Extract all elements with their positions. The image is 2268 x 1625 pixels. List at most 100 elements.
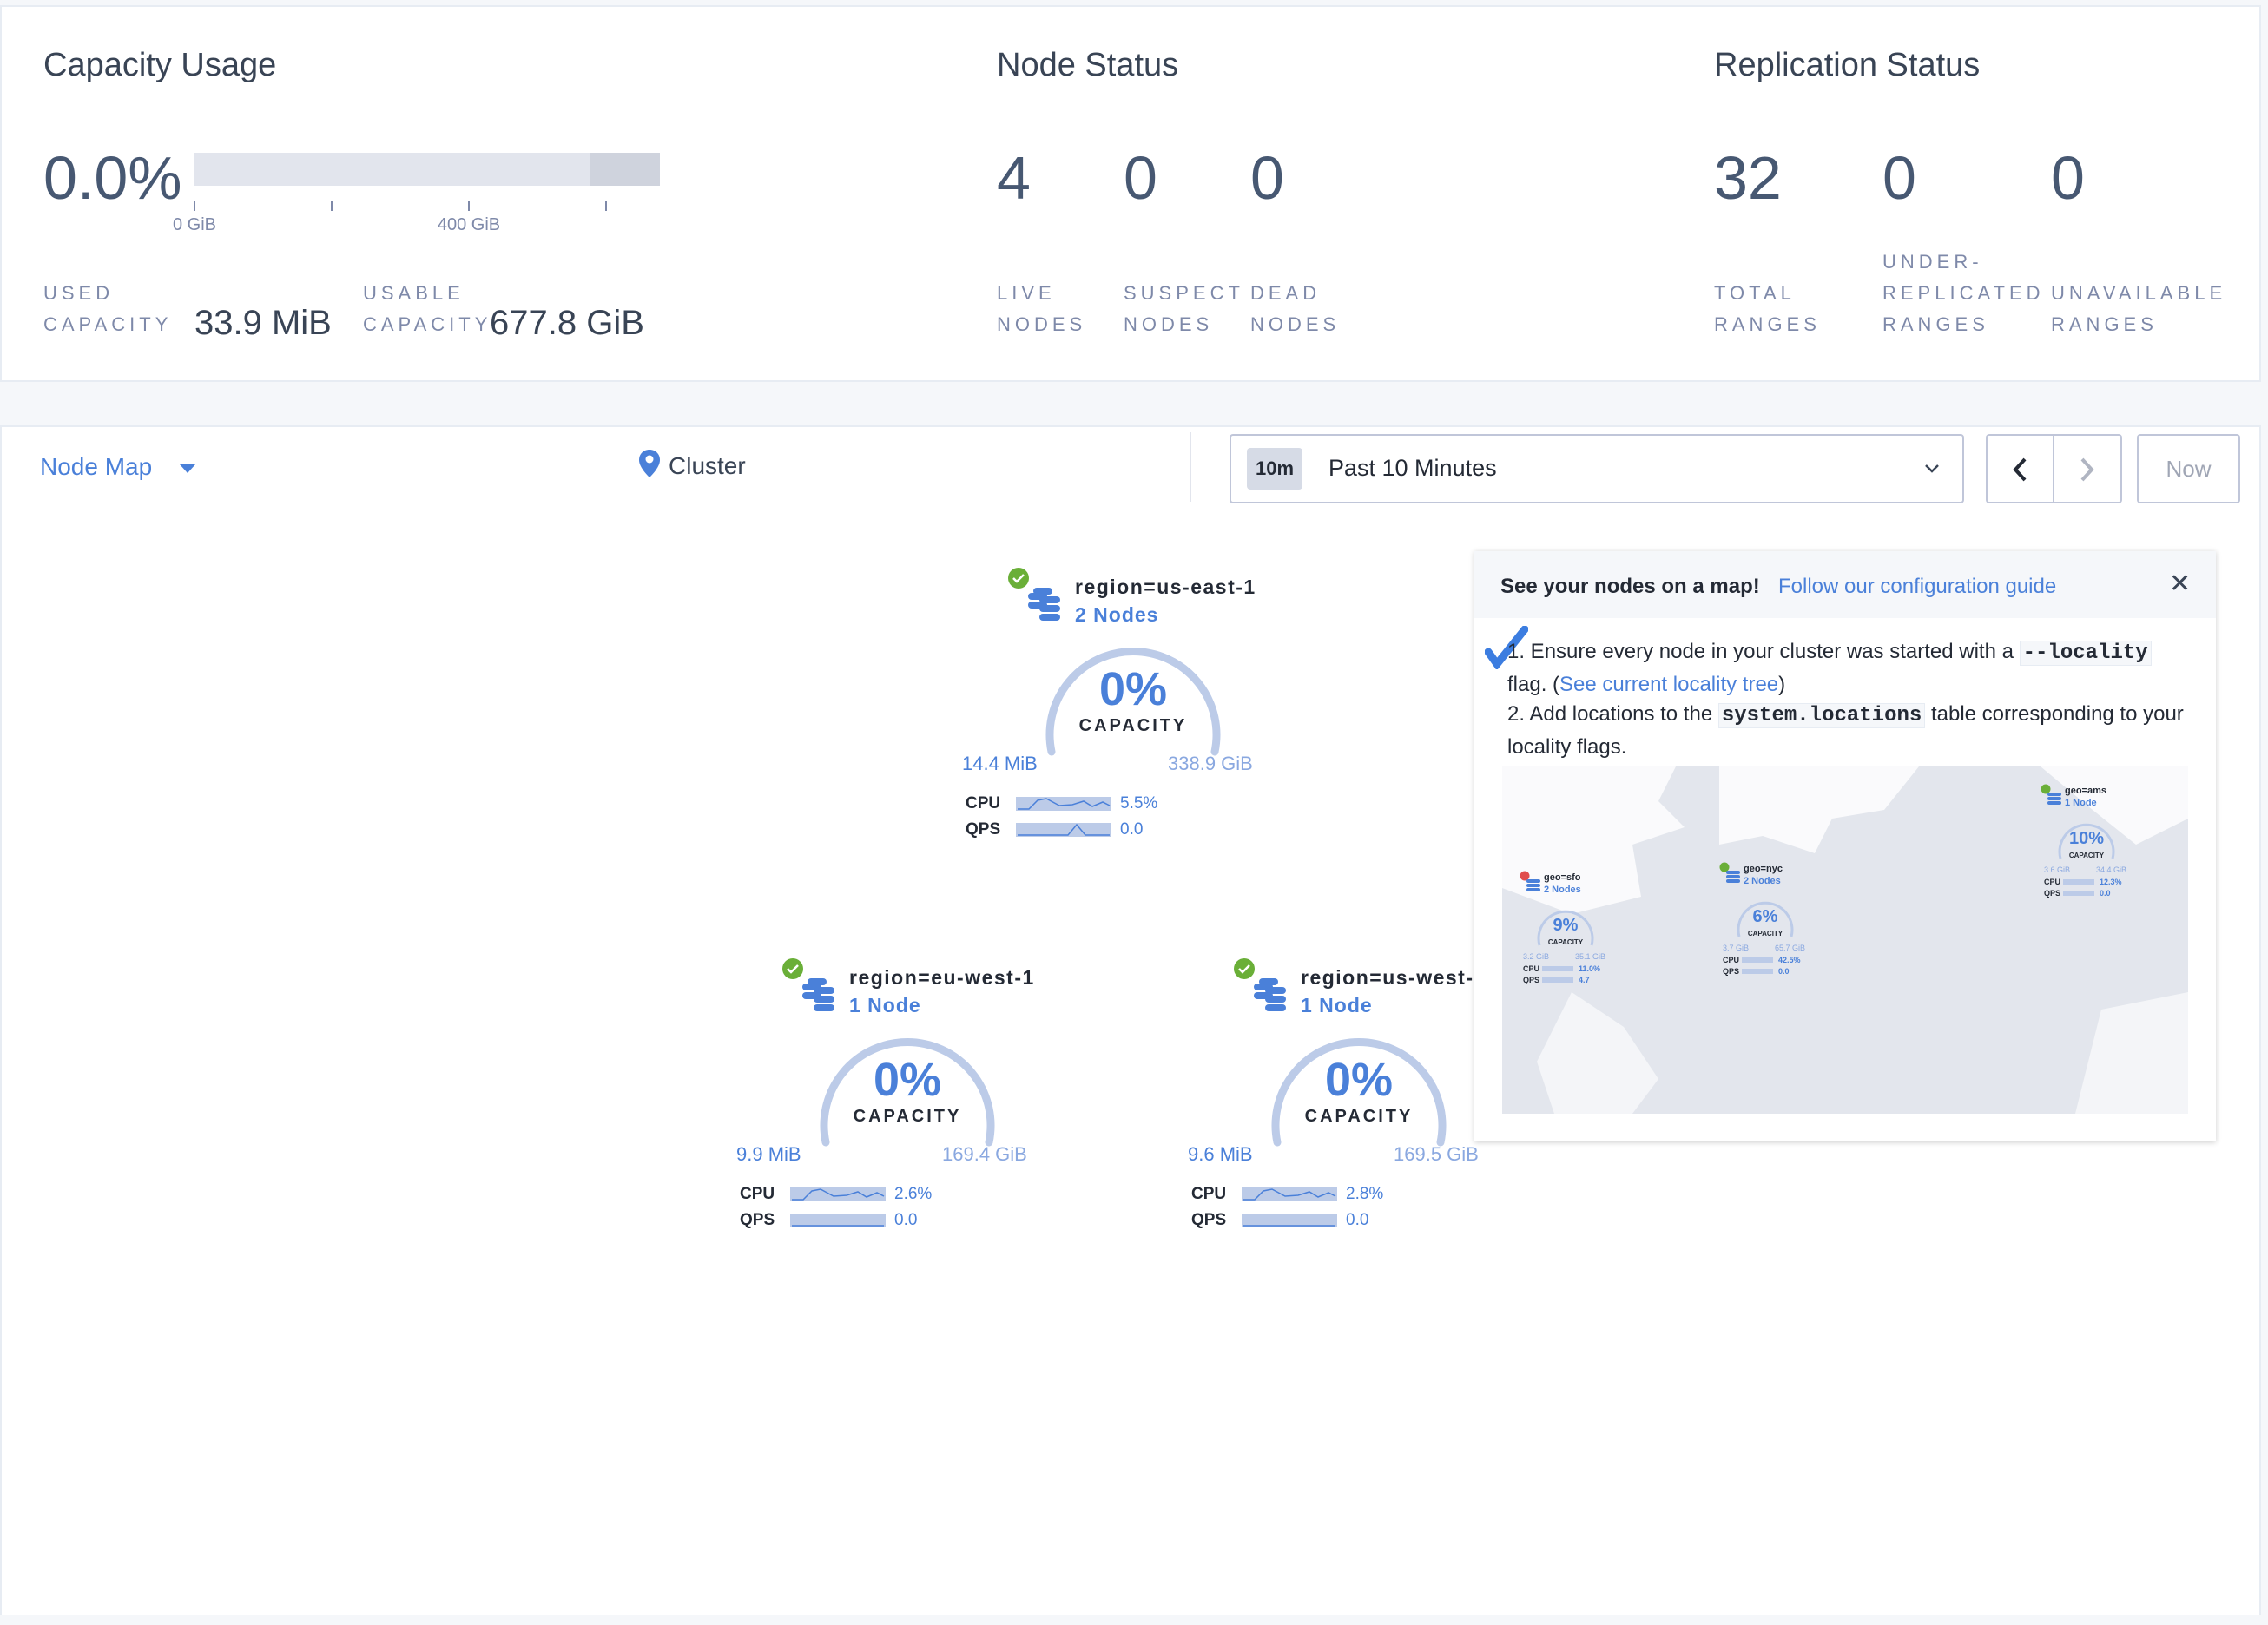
qps-label: QPS bbox=[1191, 1211, 1227, 1229]
map-node-cpu: 42.5% bbox=[1778, 956, 1801, 964]
under-replicated-value: 0 bbox=[1882, 144, 1916, 212]
qps-sparkline bbox=[790, 1214, 886, 1227]
now-button[interactable]: Now bbox=[2137, 434, 2240, 503]
map-node-cpu-sparkline bbox=[2063, 879, 2094, 885]
step-text: table corresponding to your locality fla… bbox=[1507, 702, 2184, 759]
qps-value: 0.0 bbox=[1346, 1211, 1369, 1229]
map-background bbox=[1502, 766, 2188, 1114]
capacity-label: CAPACITY bbox=[1304, 1107, 1414, 1126]
map-node-cpu-label: CPU bbox=[2044, 878, 2061, 886]
tick-label: 0 GiB bbox=[172, 215, 217, 234]
stat-label: NODES bbox=[997, 313, 1087, 335]
stat-label: SUSPECT bbox=[1124, 282, 1244, 304]
used-capacity: 9.9 MiB bbox=[736, 1143, 801, 1165]
step-text: ) bbox=[1778, 673, 1786, 696]
map-node-cpu-sparkline bbox=[1742, 957, 1773, 963]
locality-node[interactable]: region=us-east-1 2 Nodes 0% CAPACITY 14.… bbox=[962, 568, 1320, 862]
cpu-sparkline bbox=[790, 1188, 886, 1201]
locality-tree-link[interactable]: See current locality tree bbox=[1559, 673, 1779, 696]
used-label: CAPACITY bbox=[43, 313, 173, 335]
map-node-qps: 0.0 bbox=[2100, 889, 2111, 898]
capacity-percent: 0% bbox=[1324, 1054, 1394, 1106]
time-range-select[interactable]: 10m Past 10 Minutes bbox=[1230, 434, 1964, 503]
map-node-count: 2 Nodes bbox=[1544, 885, 1581, 895]
step-text: 2. Add locations to the bbox=[1507, 702, 1718, 726]
stat-label: DEAD bbox=[1250, 282, 1322, 304]
map-node-locality: geo=sfo bbox=[1544, 872, 1581, 883]
cpu-label: CPU bbox=[966, 794, 1001, 812]
map-node-total: 35.1 GiB bbox=[1575, 952, 1606, 961]
node-count[interactable]: 1 Node bbox=[1301, 994, 1373, 1016]
breadcrumb[interactable]: Cluster bbox=[639, 450, 746, 480]
capacity-percent: 0% bbox=[1098, 663, 1168, 715]
node-count[interactable]: 1 Node bbox=[849, 994, 921, 1016]
stat-label: NODES bbox=[1124, 313, 1214, 335]
suspect-nodes-value: 0 bbox=[1124, 144, 1157, 212]
usable-label: CAPACITY bbox=[363, 313, 492, 335]
map-node-cpu-label: CPU bbox=[1723, 956, 1740, 964]
configuration-guide-link[interactable]: Follow our configuration guide bbox=[1778, 575, 2057, 598]
live-nodes-value: 4 bbox=[997, 144, 1031, 212]
map-preview-node: geo=ams 1 Node 10% CAPACITY 3.6 GiB 34.4… bbox=[2041, 784, 2162, 949]
map-node-qps-label: QPS bbox=[1523, 976, 1540, 984]
map-node-qps-label: QPS bbox=[1723, 967, 1740, 976]
map-node-qps-label: QPS bbox=[2044, 889, 2061, 898]
database-icon bbox=[1028, 588, 1060, 621]
map-node-cpu-label: CPU bbox=[1523, 964, 1540, 973]
chevron-right-icon bbox=[2080, 457, 2094, 482]
next-button[interactable] bbox=[2055, 436, 2122, 502]
qps-value: 0.0 bbox=[1120, 820, 1144, 839]
used-value: 33.9 MiB bbox=[194, 304, 332, 342]
code-system-locations: system.locations bbox=[1717, 703, 1926, 728]
map-node-cap-label: CAPACITY bbox=[1547, 938, 1584, 946]
node-locality: region=eu-west-1 bbox=[849, 966, 1035, 989]
step-1: 1. Ensure every node in your cluster was… bbox=[1507, 636, 2185, 701]
stat-label: RANGES bbox=[2051, 313, 2158, 335]
map-preview-image: geo=sfo 2 Nodes 9% CAPACITY 3.2 GiB 35.1… bbox=[1502, 766, 2188, 1114]
capacity-percent: 0.0% bbox=[43, 144, 182, 212]
cpu-value: 2.6% bbox=[894, 1185, 933, 1203]
location-pin-icon bbox=[639, 450, 660, 477]
capacity-gauge bbox=[1045, 648, 1221, 756]
status-ok-icon bbox=[1234, 958, 1255, 979]
database-icon bbox=[802, 978, 834, 1011]
cpu-sparkline bbox=[1016, 797, 1111, 811]
capacity-gauge bbox=[1737, 901, 1794, 938]
map-node-qps-sparkline bbox=[1542, 977, 1573, 983]
caret-down-icon bbox=[179, 464, 195, 473]
locality-node[interactable]: region=eu-west-1 1 Node 0% CAPACITY 9.9 … bbox=[736, 958, 1094, 1253]
database-icon bbox=[1526, 879, 1540, 891]
time-nav bbox=[1986, 434, 2122, 503]
dead-nodes-value: 0 bbox=[1250, 144, 1284, 212]
node-count[interactable]: 2 Nodes bbox=[1075, 603, 1159, 626]
stat-label: NODES bbox=[1250, 313, 1341, 335]
cpu-sparkline bbox=[1242, 1188, 1337, 1201]
total-capacity: 169.4 GiB bbox=[942, 1143, 1027, 1165]
map-node-cpu-sparkline bbox=[1542, 966, 1573, 971]
qps-label: QPS bbox=[740, 1211, 775, 1229]
node-status-title: Node Status bbox=[997, 47, 1179, 83]
map-node-qps: 0.0 bbox=[1778, 967, 1790, 976]
view-dropdown-label: Node Map bbox=[40, 453, 153, 480]
map-node-cap-label: CAPACITY bbox=[2068, 852, 2105, 859]
chevron-left-icon bbox=[2013, 457, 2027, 482]
capacity-percent: 0% bbox=[873, 1054, 942, 1106]
total-capacity: 338.9 GiB bbox=[1168, 753, 1253, 774]
usable-label: USABLE bbox=[363, 282, 465, 304]
replication-title: Replication Status bbox=[1714, 47, 1981, 83]
cpu-label: CPU bbox=[740, 1185, 775, 1203]
status-ok-icon bbox=[2041, 784, 2051, 794]
capacity-title: Capacity Usage bbox=[43, 47, 277, 83]
locality-node[interactable]: region=us-west-1 1 Node 0% CAPACITY 9.6 … bbox=[1188, 958, 1546, 1253]
previous-button[interactable] bbox=[1988, 436, 2054, 502]
map-node-qps-sparkline bbox=[2063, 891, 2094, 896]
step-text: flag. ( bbox=[1507, 673, 1560, 696]
close-icon[interactable]: ✕ bbox=[2169, 569, 2192, 598]
map-preview-node: geo=sfo 2 Nodes 9% CAPACITY 3.2 GiB 35.1… bbox=[1520, 871, 1641, 1036]
qps-label: QPS bbox=[966, 820, 1001, 839]
view-dropdown[interactable]: Node Map bbox=[40, 453, 195, 481]
cpu-value: 5.5% bbox=[1120, 794, 1158, 812]
map-node-locality: geo=nyc bbox=[1744, 864, 1783, 874]
used-label: USED bbox=[43, 282, 115, 304]
map-node-percent: 10% bbox=[2068, 829, 2105, 848]
